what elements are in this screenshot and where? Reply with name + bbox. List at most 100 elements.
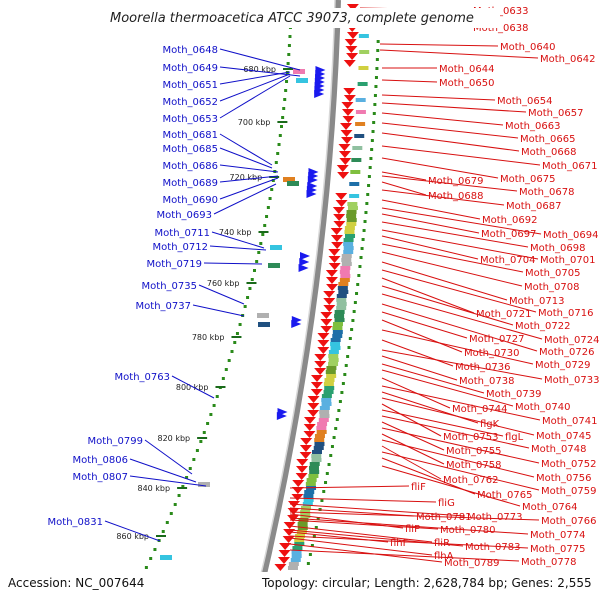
gene-feature-box	[317, 422, 328, 426]
right-gene-label: Moth_0789	[444, 558, 499, 569]
gc-skew-dot	[280, 125, 283, 128]
reverse-gene-arrow	[341, 109, 354, 116]
right-gene-label: Moth_0766	[541, 516, 596, 527]
right-label-leader	[381, 132, 520, 152]
gc-content-dot	[310, 544, 314, 547]
gene-feature-box	[308, 466, 319, 470]
right-label-leader	[289, 519, 439, 530]
gc-content-dot	[375, 58, 379, 61]
reverse-gene-arrow	[278, 550, 291, 557]
gene-feature-box	[343, 250, 354, 254]
genome-backbone-highlight	[254, 0, 336, 600]
gc-content-dot	[356, 283, 360, 286]
right-gene-label: Moth_0654	[497, 96, 552, 107]
forward-gene-arrow	[298, 264, 309, 272]
reverse-gene-arrow	[331, 242, 344, 249]
gene-feature-box	[346, 222, 357, 226]
reverse-gene-arrow	[303, 431, 316, 438]
right-label-leader	[381, 199, 481, 220]
right-gene-label: Moth_0668	[521, 147, 576, 158]
right-gene-label: Moth_0708	[524, 282, 579, 293]
right-gene-label: Moth_0724	[544, 335, 599, 346]
gc-skew-dot	[221, 377, 225, 380]
right-gene-label: Moth_0687	[506, 201, 561, 212]
gc-skew-dot	[288, 35, 292, 38]
right-label-leader	[381, 355, 458, 381]
gene-feature-box	[346, 210, 357, 214]
reverse-gene-arrow	[339, 158, 352, 165]
gene-feature-box	[311, 458, 322, 462]
gene-feature-box	[160, 555, 172, 560]
scale-tick-label: 820 kbp	[158, 434, 191, 443]
right-label-leader	[381, 397, 535, 436]
forward-gene-arrow	[299, 258, 310, 266]
reverse-gene-arrow	[340, 130, 353, 137]
right-label-leader	[381, 235, 479, 260]
gene-feature-box	[352, 146, 363, 150]
right-gene-label: Moth_0778	[521, 557, 576, 568]
reverse-gene-arrow	[310, 382, 323, 389]
gc-skew-dot	[261, 233, 265, 236]
gene-feature-box	[326, 374, 337, 378]
gc-content-dot	[353, 301, 357, 304]
reverse-gene-arrow	[345, 46, 358, 53]
gene-feature-box	[288, 562, 299, 566]
right-gene-label: Moth_0704	[480, 255, 535, 266]
gc-content-dot	[369, 157, 373, 160]
gc-skew-dot	[169, 512, 173, 515]
gc-skew-dot	[192, 458, 196, 461]
gene-feature-box	[358, 66, 369, 70]
left-gene-label: Moth_0763	[115, 372, 170, 383]
gc-content-dot	[338, 400, 342, 403]
gc-content-dot	[347, 346, 351, 349]
left-label-leader	[203, 262, 263, 265]
gc-skew-dot	[283, 98, 287, 101]
left-gene-label: Moth_0689	[163, 178, 218, 189]
genome-backbone-arc	[255, 0, 341, 600]
gc-skew-dot	[285, 80, 289, 83]
right-gene-label: Moth_0755	[446, 446, 501, 457]
reverse-gene-arrow	[274, 564, 287, 571]
right-gene-label: Moth_0692	[482, 215, 537, 226]
right-gene-label: Moth_0698	[530, 243, 585, 254]
left-label-leader	[144, 439, 193, 475]
right-gene-label: Moth_0688	[428, 191, 483, 202]
gene-feature-box	[292, 546, 303, 550]
reverse-gene-arrow	[330, 228, 343, 235]
left-label-leader	[219, 73, 291, 102]
gc-skew-dot	[257, 251, 261, 254]
right-gene-label: flgL	[505, 432, 524, 443]
reverse-gene-arrow	[326, 284, 339, 291]
gene-feature-box	[324, 386, 335, 390]
right-gene-label: Moth_0650	[439, 78, 494, 89]
reverse-gene-arrow	[338, 144, 351, 151]
forward-gene-arrow	[314, 90, 325, 98]
gc-content-dot	[359, 256, 363, 259]
left-label-leader	[209, 245, 267, 251]
gene-feature-box	[328, 354, 339, 358]
reverse-gene-arrow	[300, 438, 313, 445]
gene-feature-box	[291, 554, 302, 558]
gc-content-dot	[351, 319, 355, 322]
gene-feature-box	[338, 282, 349, 286]
gc-content-dot	[306, 562, 310, 565]
gc-content-dot	[363, 220, 367, 223]
gc-content-dot	[332, 436, 336, 439]
gene-feature-box	[321, 398, 332, 402]
gene-feature-box	[325, 370, 336, 374]
gc-content-dot	[370, 148, 374, 151]
right-label-leader	[381, 175, 518, 192]
right-label-leader	[289, 507, 415, 517]
gc-content-dot	[375, 67, 379, 70]
gc-content-dot	[312, 535, 316, 538]
right-label-leader	[289, 517, 529, 535]
right-label-leader	[289, 531, 389, 543]
reverse-gene-arrow	[325, 277, 338, 284]
right-gene-label: Moth_0740	[515, 402, 570, 413]
right-gene-label: Moth_0701	[540, 255, 595, 266]
gene-feature-box	[302, 502, 313, 506]
right-gene-label: Moth_0727	[469, 334, 524, 345]
gc-skew-dot	[266, 206, 270, 209]
gc-skew-dot	[271, 179, 275, 182]
left-gene-label: Moth_0653	[163, 114, 218, 125]
